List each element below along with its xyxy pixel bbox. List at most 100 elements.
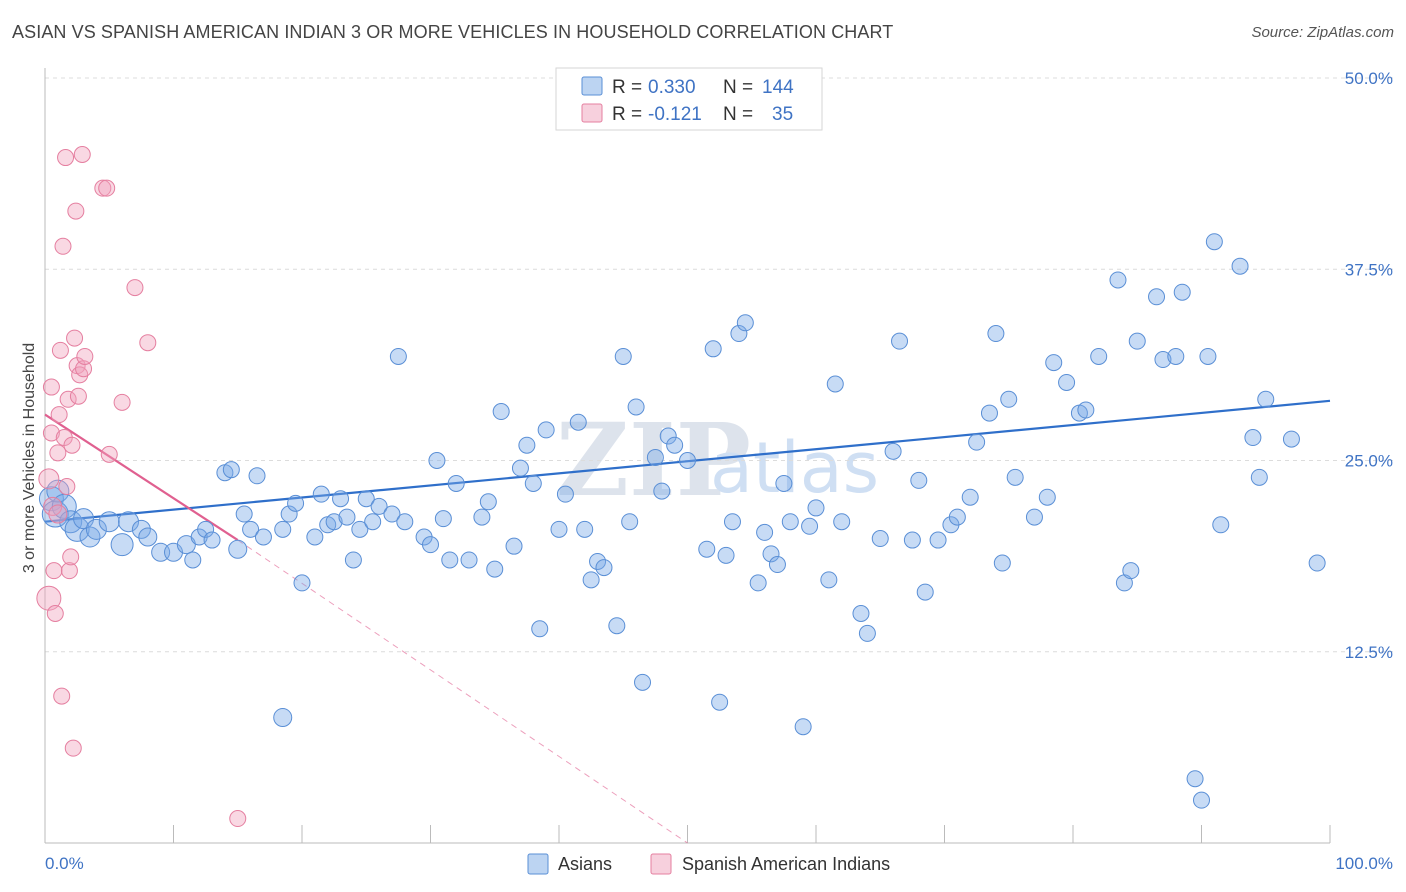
point-0-51 [441,551,459,569]
chart-title: ASIAN VS SPANISH AMERICAN INDIAN 3 OR MO… [12,22,894,42]
bottom-legend-label-spanish: Spanish American Indians [682,854,890,874]
y-tick-label-3: 50.0% [1345,69,1393,88]
x-tick-label-min: 0.0% [45,854,84,873]
bottom-legend-swatch-spanish [650,853,672,875]
point-1-17 [60,562,78,580]
bottom-legend-swatch-asians [527,853,549,875]
point-1-7 [48,504,68,524]
point-0-67 [576,520,594,538]
legend-n-value-spanish: 35 [772,104,793,125]
point-0-74 [627,398,645,416]
point-0-107 [916,583,934,601]
point-1-22 [67,202,85,220]
point-0-11 [118,511,140,533]
point-0-52 [447,474,465,492]
point-0-34 [312,485,330,503]
point-0-61 [524,474,542,492]
point-1-1 [38,468,60,490]
point-0-103 [884,442,902,460]
point-1-19 [63,436,81,454]
y-tick-labels: 12.5% 25.0% 37.5% 50.0% [1345,69,1393,662]
point-0-110 [948,508,966,526]
point-0-112 [968,433,986,451]
point-1-26 [73,146,91,163]
point-0-139 [1244,429,1262,447]
point-0-106 [910,471,928,489]
point-0-96 [807,499,825,517]
point-1-18 [62,548,80,566]
point-0-115 [993,554,1011,572]
trend-line-extension-1 [237,539,688,844]
point-1-15 [58,478,76,496]
point-0-32 [293,574,311,592]
point-0-40 [351,520,369,538]
point-0-38 [338,508,356,526]
point-1-16 [59,390,77,408]
point-0-98 [826,375,844,393]
point-0-2 [46,479,70,503]
point-0-68 [582,571,600,589]
point-0-79 [666,436,684,454]
point-0-104 [891,332,909,350]
point-1-32 [113,393,131,411]
point-0-78 [659,427,677,445]
point-0-97 [820,571,838,589]
point-1-33 [126,279,144,297]
point-0-37 [332,490,350,508]
point-0-41 [357,490,375,508]
point-0-45 [389,347,407,365]
point-0-131 [1167,347,1185,365]
point-1-20 [64,739,82,757]
point-0-58 [505,537,523,555]
point-0-57 [492,403,510,421]
point-0-83 [711,693,729,711]
point-0-127 [1122,562,1140,580]
point-1-8 [49,444,67,462]
point-0-70 [595,559,613,577]
trend-line-0 [44,399,1331,523]
point-1-31 [100,445,118,463]
point-0-22 [222,461,240,479]
point-0-50 [434,510,452,528]
point-0-66 [569,413,587,431]
point-0-60 [518,436,536,454]
point-0-39 [344,551,362,569]
point-0-5 [64,516,90,542]
point-0-88 [749,574,767,592]
point-0-121 [1058,373,1076,391]
point-0-137 [1212,516,1230,534]
point-0-49 [428,452,446,469]
watermark: ZIP atlas [556,401,879,519]
point-0-94 [794,718,812,736]
point-0-77 [653,482,671,500]
point-0-117 [1006,468,1024,486]
point-0-59 [511,459,529,477]
gridlines [45,77,1393,653]
point-0-136 [1205,233,1223,251]
point-0-46 [396,513,414,531]
point-1-28 [76,347,94,365]
point-1-34 [139,334,157,352]
point-1-9 [50,406,68,424]
trend-lines [44,399,1331,844]
point-1-6 [46,605,64,622]
point-0-102 [871,530,889,548]
point-1-24 [69,387,87,405]
y-tick-label-0: 12.5% [1345,643,1393,662]
point-0-100 [852,605,870,622]
point-0-114 [987,325,1005,343]
point-0-30 [280,505,298,523]
point-0-55 [479,493,497,511]
point-0-142 [1282,430,1300,448]
point-0-130 [1154,351,1172,369]
point-1-3 [42,378,60,396]
point-0-84 [717,546,735,564]
y-axis-label: 3 or more Vehicles in Household [21,343,38,573]
point-1-12 [54,237,72,255]
point-1-10 [51,341,69,359]
point-0-123 [1077,401,1095,419]
point-0-76 [646,448,664,466]
point-0-87 [736,314,754,332]
data-points [36,146,1326,828]
